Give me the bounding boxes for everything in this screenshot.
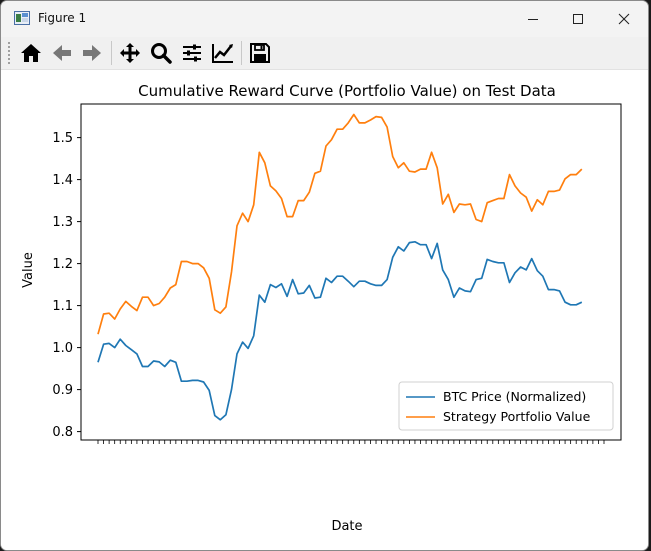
pan-button[interactable] — [117, 40, 143, 66]
legend-box — [398, 381, 614, 431]
home-button[interactable] — [18, 40, 44, 66]
x-axis-label: Date — [331, 519, 362, 534]
series-line-btc — [97, 240, 583, 421]
back-button[interactable] — [49, 40, 75, 66]
line-chart: Cumulative Reward Curve (Portfolio Value… — [21, 82, 622, 534]
title-bar: Figure 1 — [1, 1, 648, 37]
save-button[interactable] — [247, 40, 273, 66]
y-tick-label: 1.3 — [52, 215, 73, 230]
navigation-toolbar — [1, 37, 648, 70]
y-tick-label: 1.0 — [52, 341, 73, 356]
axes-frame — [80, 103, 622, 441]
y-tick-label: 1.2 — [52, 257, 73, 272]
window-title: Figure 1 — [38, 11, 87, 25]
edit-axes-icon — [212, 44, 233, 63]
save-icon — [250, 43, 270, 63]
pan-icon — [120, 43, 140, 63]
y-tick-label: 1.1 — [52, 299, 73, 314]
maximize-button[interactable] — [555, 1, 601, 37]
zoom-button[interactable] — [148, 40, 174, 66]
figure-app-icon — [14, 11, 30, 25]
close-button[interactable] — [601, 1, 647, 37]
subplots-button[interactable] — [179, 40, 205, 66]
close-icon — [618, 13, 630, 25]
y-tick-label: 0.8 — [52, 425, 73, 440]
home-icon — [21, 44, 41, 62]
series-line-strategy — [97, 113, 583, 335]
y-tick-label: 1.4 — [52, 173, 73, 188]
figure-canvas[interactable]: Cumulative Reward Curve (Portfolio Value… — [1, 70, 648, 550]
toolbar-grip[interactable] — [7, 41, 11, 65]
y-tick-label: 0.9 — [52, 383, 73, 398]
toolbar-separator — [241, 41, 242, 65]
back-arrow-icon — [53, 45, 71, 61]
plot-area: 0.8 0.9 1.0 1.1 1.2 1.3 1.4 1.5 — [52, 103, 622, 444]
legend: BTC Price (Normalized) Strategy Portfoli… — [398, 381, 614, 431]
subplots-config-icon — [183, 44, 201, 62]
edit-axes-button[interactable] — [210, 40, 236, 66]
toolbar-separator — [111, 41, 112, 65]
minimize-icon — [528, 19, 538, 20]
chart-title: Cumulative Reward Curve (Portfolio Value… — [138, 82, 556, 100]
minimize-button[interactable] — [510, 1, 556, 37]
legend-label-strategy: Strategy Portfolio Value — [443, 409, 591, 424]
forward-arrow-icon — [83, 45, 101, 61]
forward-button[interactable] — [79, 40, 105, 66]
zoom-icon — [151, 43, 172, 64]
y-axis-label: Value — [21, 252, 36, 288]
y-tick-label: 1.5 — [52, 131, 73, 146]
maximize-icon — [573, 14, 583, 24]
legend-label-btc: BTC Price (Normalized) — [443, 389, 586, 404]
